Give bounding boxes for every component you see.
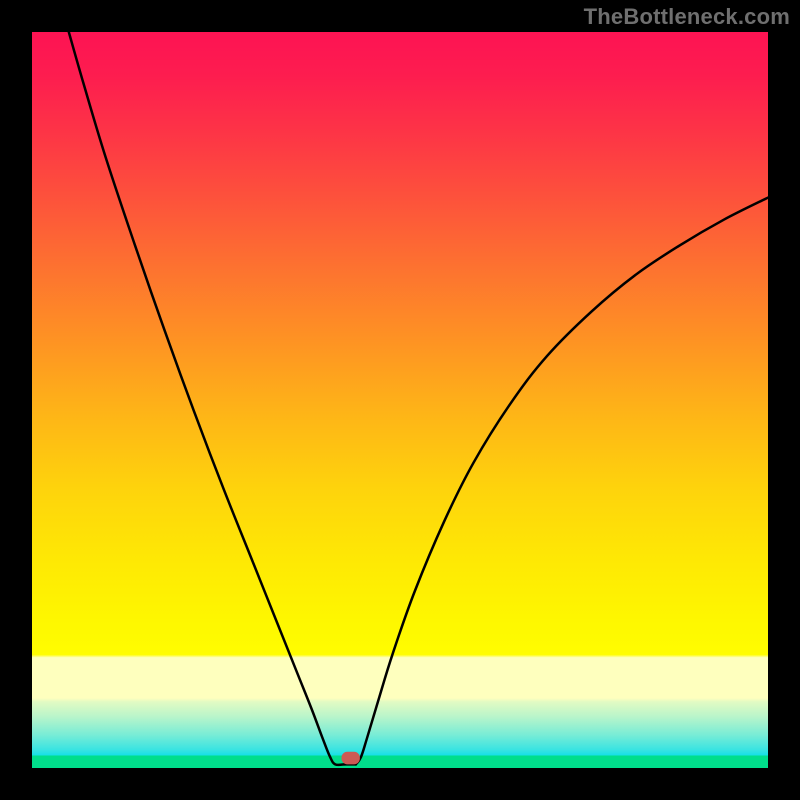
bottleneck-chart [0,0,800,800]
optimal-point-marker [341,752,359,765]
chart-canvas: TheBottleneck.com [0,0,800,800]
chart-gradient-background [32,32,768,768]
attribution-label: TheBottleneck.com [584,4,790,30]
